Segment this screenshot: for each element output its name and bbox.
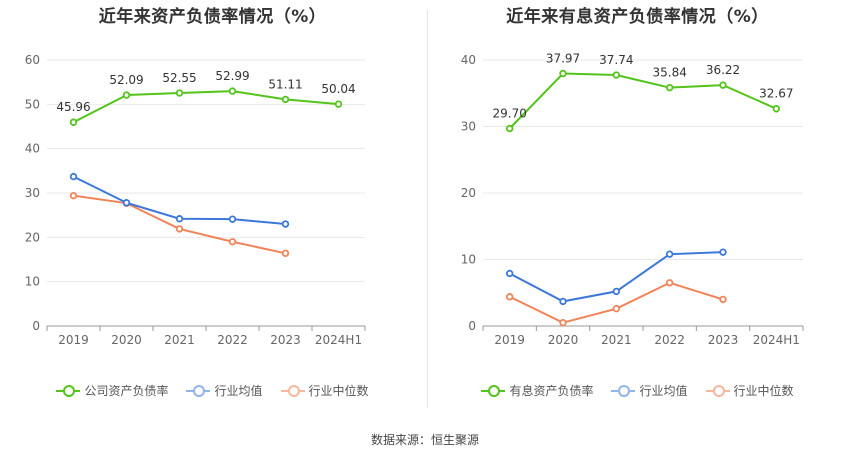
y-tick-label: 20 [461,186,476,200]
main-series-point[interactable] [612,71,621,79]
legend-marker-industry-avg [186,384,211,397]
main-series-line [508,72,777,130]
data-label: 52.55 [162,71,196,85]
y-tick-label: 30 [461,120,476,134]
legend-label: 有息资产负债率 [509,384,594,398]
panel-divider [427,10,428,408]
x-tick-label: 2019 [58,333,89,347]
x-tick-label: 2023 [270,333,301,347]
right-chart-title: 近年来有息资产负债率情况（%） [506,7,769,27]
main-series-point[interactable] [772,105,781,113]
y-tick-label: 20 [25,230,40,244]
main-series-point[interactable] [228,87,237,95]
y-tick-label: 0 [32,319,40,333]
legend-item-industry-median[interactable]: 行业中位数 [280,382,369,399]
legend-item-interest-ratio[interactable]: 有息资产负债率 [481,382,593,399]
industry-median-series-line [73,194,286,255]
data-label: 36.22 [706,63,740,77]
y-tick-label: 40 [461,53,476,67]
x-tick-label: 2024H1 [315,333,362,347]
data-source-note: 数据来源：恒生聚源 [370,433,479,447]
x-tick-label: 2022 [217,333,248,347]
legend-item-industry-avg[interactable]: 行业均值 [611,382,688,399]
main-series-point[interactable] [665,83,674,92]
y-tick-label: 10 [25,275,40,289]
data-label: 37.74 [599,53,633,67]
industry-avg-series-point[interactable] [281,220,290,228]
y-tick-label: 10 [461,253,476,267]
legend-item-company-ratio[interactable]: 公司资产负债率 [56,382,168,399]
industry-median-series-point[interactable] [175,225,184,233]
main-series-point[interactable] [719,81,727,89]
legend-label: 行业中位数 [308,384,369,398]
legend-marker-company-ratio [56,384,81,397]
legend-marker-industry-median [280,384,305,397]
x-tick-label: 2019 [494,333,525,347]
right-chart-panel: 近年来有息资产负债率情况（%） 0 10 20 30 40 2019 2020 2021 202… [425,0,850,410]
data-label: 32.67 [759,87,793,101]
industry-median-series-point[interactable] [559,318,567,327]
legend-marker-interest-ratio [481,384,506,397]
industry-avg-series-point[interactable] [665,250,674,258]
industry-median-series-point[interactable] [69,191,78,200]
industry-median-series-point[interactable] [228,238,237,246]
data-label: 45.96 [56,100,90,114]
data-label: 50.04 [321,82,355,96]
main-series-point[interactable] [559,69,567,78]
data-label: 35.84 [652,66,686,80]
x-tick-label: 2020 [548,333,579,347]
industry-avg-series-point[interactable] [228,215,237,223]
left-chart-title: 近年来资产负债率情况（%） [98,7,327,27]
main-series-point[interactable] [69,118,78,126]
industry-median-series-point[interactable] [665,279,674,287]
x-tick-label: 2023 [708,333,739,347]
y-tick-label: 30 [25,186,40,200]
main-series-point[interactable] [334,100,343,108]
industry-median-series-point[interactable] [505,293,514,301]
industry-median-series-point[interactable] [719,295,727,304]
y-tick-label: 0 [468,319,476,333]
data-label: 29.70 [492,106,526,120]
industry-avg-series-point[interactable] [122,199,131,207]
industry-avg-series-point[interactable] [612,287,621,296]
legend-item-industry-avg[interactable]: 行业均值 [186,382,263,399]
x-tick-label: 2021 [164,333,195,347]
left-chart-panel: 近年来资产负债率情况（%） 0 10 20 30 40 50 60 2019 2020 2021 2… [0,0,425,410]
main-series-point[interactable] [281,95,290,104]
data-label: 52.09 [109,73,143,87]
y-tick-label: 40 [25,142,40,156]
main-series-point[interactable] [122,91,131,99]
legend-label: 行业均值 [639,384,688,398]
right-chart-plot: 0 10 20 30 40 2019 2020 2021 2022 2023 2024H1 29.70… [461,51,804,347]
main-series-point[interactable] [505,124,514,133]
x-tick-label: 2022 [654,333,685,347]
left-chart-legend: 公司资产负债率 行业均值 行业中位数 [0,382,425,399]
x-tick-label: 2020 [111,333,142,347]
legend-marker-industry-avg [611,384,636,397]
industry-median-series-point[interactable] [281,249,290,257]
main-series-point[interactable] [175,89,184,97]
main-series-line [73,90,339,124]
industry-avg-series-point[interactable] [559,297,567,306]
industry-avg-series-point[interactable] [69,172,78,181]
x-tick-label: 2021 [601,333,632,347]
legend-label: 公司资产负债率 [84,384,169,398]
x-tick-label: 2024H1 [753,333,800,347]
data-label: 52.99 [215,69,249,83]
legend-marker-industry-median [705,384,730,397]
data-label: 37.97 [546,51,580,65]
legend-label: 行业均值 [214,384,263,398]
data-label: 51.11 [268,77,302,91]
industry-avg-series-point[interactable] [719,248,727,256]
legend-item-industry-median[interactable]: 行业中位数 [705,382,794,399]
right-chart-legend: 有息资产负债率 行业均值 行业中位数 [425,382,850,399]
left-chart-plot: 0 10 20 30 40 50 60 2019 2020 2021 2022 2023 2024H1 4… [25,53,366,347]
y-tick-label: 60 [25,53,40,67]
legend-label: 行业中位数 [733,384,794,398]
y-tick-label: 50 [25,97,40,111]
industry-median-series-point[interactable] [612,305,621,313]
industry-avg-series-point[interactable] [175,215,184,223]
industry-avg-series-point[interactable] [505,269,514,278]
